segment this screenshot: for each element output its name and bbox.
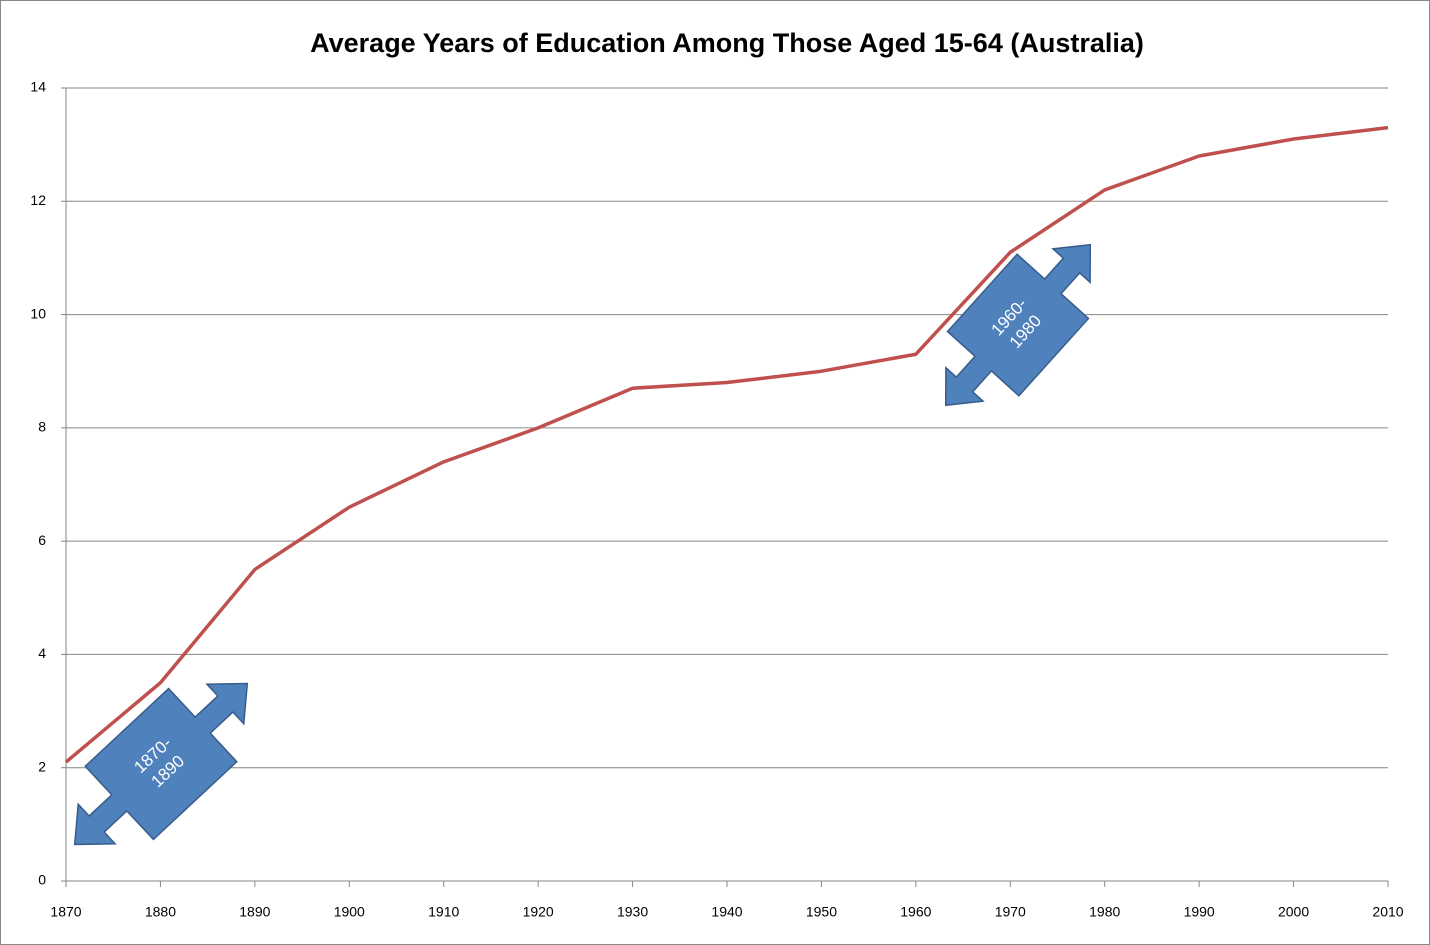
- x-tick-label: 2010: [1372, 904, 1403, 920]
- data-line: [64, 125, 1389, 764]
- y-tick-label: 14: [30, 79, 46, 95]
- x-tick-label: 1960: [900, 904, 931, 920]
- x-tick-label: 1990: [1184, 904, 1215, 920]
- double-arrow: [73, 682, 249, 846]
- x-tick-label: 1870: [50, 904, 81, 920]
- x-tick-label: 2000: [1278, 904, 1309, 920]
- y-tick-label: 6: [38, 532, 46, 548]
- double-arrow: [944, 243, 1092, 407]
- x-tick-label: 1890: [239, 904, 270, 920]
- y-tick-label: 2: [38, 758, 46, 774]
- x-tick-label: 1920: [523, 904, 554, 920]
- y-tick-label: 12: [30, 192, 46, 208]
- x-tick-label: 1910: [428, 904, 459, 920]
- x-tick-label: 1970: [995, 904, 1026, 920]
- y-tick-label: 0: [38, 872, 46, 888]
- y-tick-label: 4: [38, 645, 46, 661]
- x-tick-label: 1980: [1089, 904, 1120, 920]
- x-tick-label: 1880: [145, 904, 176, 920]
- plot-area: 0 2 4 6 8 10 12 14 1870 1880 1890 1900 1910 1920 1930 1…: [30, 79, 1403, 920]
- x-tick-label: 1940: [711, 904, 742, 920]
- chart-title: Average Years of Education Among Those A…: [310, 28, 1144, 58]
- x-tick-label: 1950: [806, 904, 837, 920]
- annotation-arrow: 1870- 1890: [73, 682, 249, 846]
- x-tick-label: 1900: [334, 904, 365, 920]
- x-tick-label: 1930: [617, 904, 648, 920]
- annotation-arrow: 1960- 1980: [944, 243, 1092, 407]
- y-tick-label: 8: [38, 419, 46, 435]
- y-tick-label: 10: [30, 305, 46, 321]
